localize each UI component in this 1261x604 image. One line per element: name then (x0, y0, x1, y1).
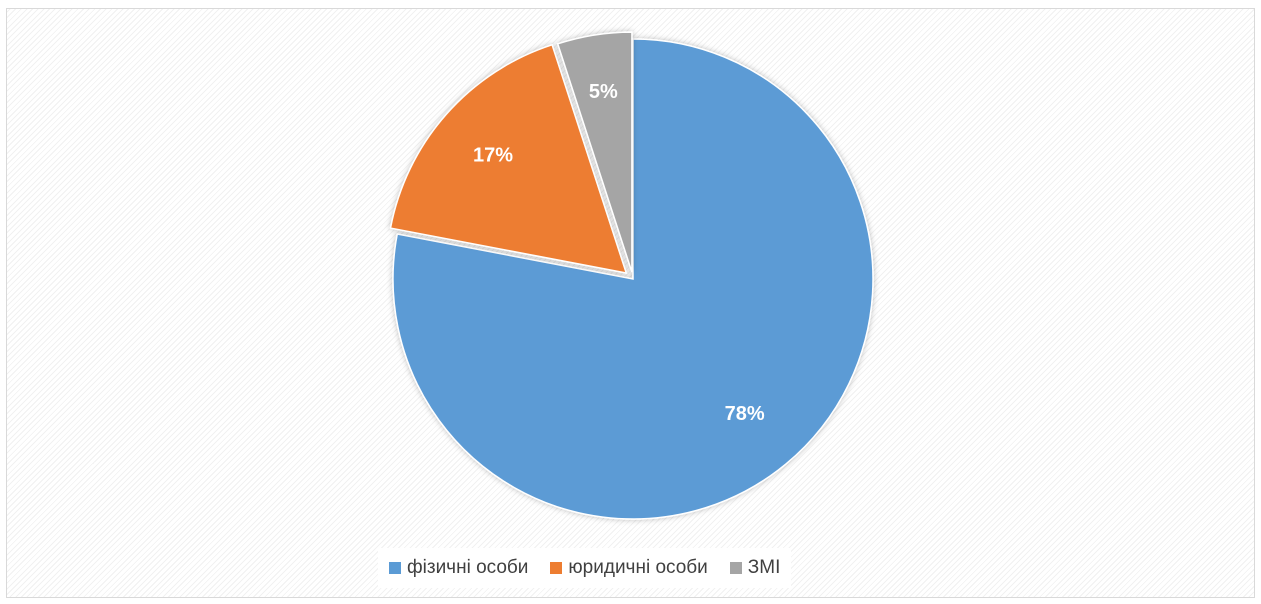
chart-area: 78% 17% 5% фізичні особи юридичні особи ЗМ… (6, 8, 1255, 598)
data-label-0: 78% (725, 403, 765, 425)
legend-label: фізичні особи (407, 557, 529, 578)
pie-slice-1 (389, 43, 628, 275)
legend-label: юридичні особи (568, 557, 708, 578)
legend-label: ЗМІ (747, 557, 781, 578)
pie-slice-2 (556, 31, 633, 273)
legend-item-zmi: ЗМІ (729, 557, 781, 579)
legend-swatch (729, 562, 742, 574)
pie-chart: 78% 17% 5% (389, 31, 874, 520)
legend-item-yurydychni-osoby: юридичні особи (550, 557, 708, 579)
legend-item-fizychni-osoby: фізичні особи (389, 557, 528, 579)
chart-legend: фізичні особи юридичні особи ЗМІ (378, 548, 792, 588)
legend-swatch (389, 562, 401, 574)
pie-slices (389, 31, 874, 520)
data-label-2: 5% (589, 81, 618, 103)
pie-slice-0 (392, 38, 874, 520)
data-label-1: 17% (473, 145, 513, 167)
legend-swatch (550, 562, 563, 574)
pie-data-labels: 78% 17% 5% (473, 81, 765, 425)
